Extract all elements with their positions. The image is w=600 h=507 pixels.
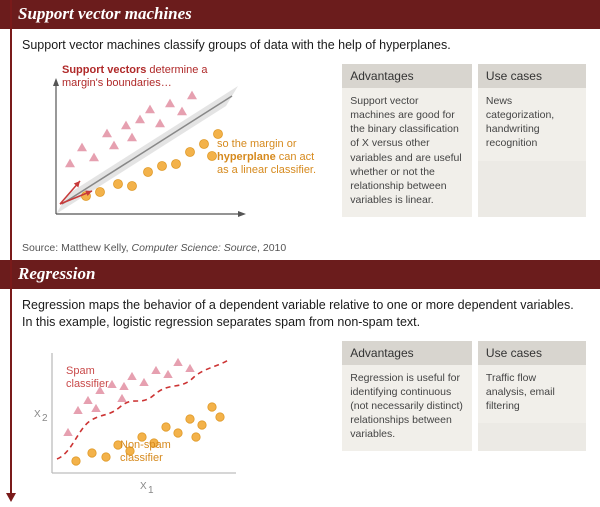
source-prefix: Source: Matthew Kelly, [22, 242, 132, 254]
usecases-column: Use cases Traffic flow analysis, email f… [478, 341, 586, 452]
svm-chart: Support vectors determine a margin's bou… [22, 64, 322, 234]
section-header-svm: Support vector machines [0, 0, 600, 29]
advantages-column: Advantages Regression is useful for iden… [342, 341, 472, 452]
advantages-header: Advantages [342, 341, 472, 365]
section-header-regression: Regression [0, 260, 600, 289]
section-body-svm: Support vector machines classify groups … [0, 29, 600, 260]
source-line: Source: Matthew Kelly, Computer Science:… [22, 242, 586, 254]
usecases-header: Use cases [478, 64, 586, 88]
section-intro: Support vector machines classify groups … [22, 37, 586, 54]
source-suffix: , 2010 [257, 242, 286, 254]
regression-chart: X2X1Spam classifierNon-spam classifier [22, 341, 262, 501]
chart-panel-regression: X2X1Spam classifierNon-spam classifier [22, 341, 332, 501]
svg-text:2: 2 [42, 413, 48, 424]
advantages-column: Advantages Support vector machines are g… [342, 64, 472, 217]
section-body-regression: Regression maps the behavior of a depend… [0, 289, 600, 507]
timeline-arrow-icon [6, 493, 16, 502]
usecases-header: Use cases [478, 341, 586, 365]
usecases-body: News categorization, handwriting recogni… [478, 88, 586, 161]
section-title: Regression [18, 264, 95, 283]
svg-text:X: X [34, 409, 41, 420]
content-row: Support vectors determine a margin's bou… [22, 64, 586, 234]
source-italic: Computer Science: Source [132, 242, 257, 254]
content-row: X2X1Spam classifierNon-spam classifier A… [22, 341, 586, 501]
info-table: Advantages Regression is useful for iden… [342, 341, 586, 452]
usecases-body: Traffic flow analysis, email filtering [478, 365, 586, 424]
usecases-column: Use cases News categorization, handwriti… [478, 64, 586, 217]
advantages-body: Support vector machines are good for the… [342, 88, 472, 217]
advantages-header: Advantages [342, 64, 472, 88]
chart-panel-svm: Support vectors determine a margin's bou… [22, 64, 332, 234]
svg-text:1: 1 [148, 485, 154, 496]
section-intro: Regression maps the behavior of a depend… [22, 297, 586, 331]
timeline-line [10, 0, 12, 494]
advantages-body: Regression is useful for identifying con… [342, 365, 472, 452]
section-title: Support vector machines [18, 4, 192, 23]
svg-text:X: X [140, 481, 147, 492]
info-table: Advantages Support vector machines are g… [342, 64, 586, 217]
